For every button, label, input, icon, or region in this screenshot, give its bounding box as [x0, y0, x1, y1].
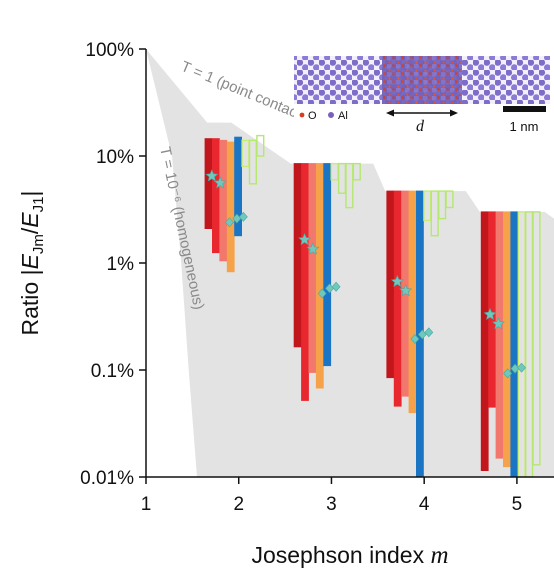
y-tick-label-2: 1% [107, 254, 135, 275]
aluminum-legend-dot [328, 112, 334, 118]
star-m5-2 [491, 317, 505, 330]
star-m3-1 [298, 232, 312, 246]
bar-m2-7 [248, 139, 258, 185]
bar-m2-2 [212, 138, 220, 254]
bar-m4-2 [393, 190, 402, 407]
x-tick-label-3: 4 [419, 494, 430, 515]
star-m4-1 [390, 274, 404, 288]
bar-m5-2 [488, 211, 497, 408]
bar-m5-4 [503, 211, 511, 468]
star-m2-1 [205, 169, 219, 182]
inset-atomic-image: O Al d 1 nm [294, 56, 550, 135]
bar-m2-3 [219, 139, 228, 262]
y-axis-ticks: 100% 10% 1% 0.1% 0.01% [80, 40, 146, 489]
bar-m3-9 [352, 162, 361, 181]
y-tick-label-1: 10% [96, 147, 134, 168]
axes: 100% 10% 1% 0.1% 0.01% 1 2 3 4 5 [80, 40, 554, 515]
bar-m5-5 [510, 211, 519, 478]
x-axis-ticks: 1 2 3 4 5 [141, 477, 522, 515]
bar-m5-1 [480, 211, 489, 471]
plot-area [146, 49, 554, 478]
star-m5-1 [483, 307, 497, 321]
bar-m5-8 [532, 211, 541, 466]
star-markers [205, 169, 526, 379]
homogeneous-region [146, 49, 197, 477]
star-m3-2 [306, 242, 320, 255]
point-contact-region [146, 49, 554, 477]
oxygen-legend-dot [299, 112, 305, 118]
bar-m2-5 [234, 136, 242, 237]
y-tick-label-0: 100% [85, 40, 134, 61]
x-tick-label-0: 1 [141, 494, 152, 515]
bar-m4-9 [445, 190, 454, 209]
y-tick-label-4: 0.01% [80, 468, 134, 489]
star-m3-5 [331, 281, 341, 292]
star-m4-5 [424, 327, 434, 338]
star-m5-3 [503, 368, 513, 379]
bar-m4-4 [408, 190, 417, 414]
y-tick-label-3: 0.1% [91, 361, 134, 382]
oxygen-legend-label: O [308, 110, 317, 122]
star-m3-3 [317, 288, 327, 299]
star-m2-3 [225, 217, 234, 228]
bar-m3-5 [323, 163, 332, 367]
star-m5-5 [517, 362, 526, 373]
dimension-arrow [386, 109, 458, 117]
svg-text:Josephson index m: Josephson index m [251, 542, 448, 568]
bar-m3-1 [293, 163, 302, 348]
bar-m3-4 [315, 163, 324, 389]
svg-text:Ratio |EJm/EJ1|: Ratio |EJm/EJ1| [17, 191, 47, 336]
star-m2-2 [213, 176, 227, 189]
x-tick-label-1: 2 [233, 494, 244, 515]
bar-m2-4 [226, 141, 235, 273]
y-axis-title: Ratio |EJm/EJ1| [17, 191, 47, 336]
scale-bar [503, 106, 546, 112]
bar-m4-1 [386, 190, 395, 379]
x-axis-title: Josephson index m [251, 542, 448, 568]
x-tick-label-2: 3 [326, 494, 337, 515]
scale-bar-label: 1 nm [510, 119, 539, 134]
bar-m3-3 [308, 163, 317, 373]
star-m4-3 [410, 334, 420, 344]
star-m4-2 [399, 284, 413, 297]
bar-m5-3 [495, 211, 504, 459]
x-tick-label-4: 5 [512, 494, 523, 515]
star-m2-5 [238, 211, 248, 222]
bar-m3-8 [345, 162, 354, 209]
bar-m3-2 [301, 163, 309, 401]
dimension-label: d [416, 118, 425, 135]
bar-m2-8 [256, 134, 265, 157]
aluminum-legend-label: Al [338, 110, 348, 122]
bar-m2-1 [204, 138, 213, 229]
